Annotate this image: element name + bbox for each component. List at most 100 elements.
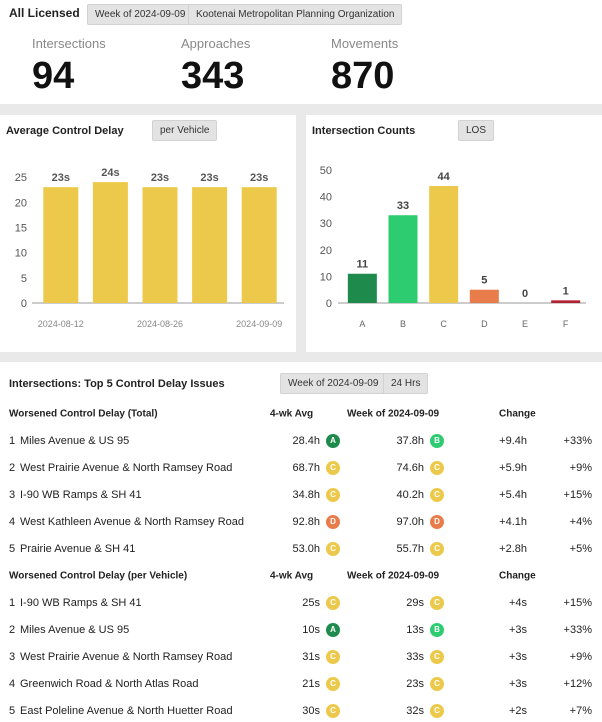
intersection-name[interactable]: I-90 WB Ramps & SH 41 [20, 488, 142, 501]
x-tick-label: F [563, 319, 569, 329]
week-filter-pill[interactable]: Week of 2024-09-09 [87, 4, 194, 25]
four-week-avg: 25s [302, 596, 320, 609]
intersection-name[interactable]: I-90 WB Ramps & SH 41 [20, 596, 142, 609]
kpi-label: Approaches [181, 36, 251, 51]
issues-week-pill[interactable]: Week of 2024-09-09 [280, 373, 387, 394]
rank: 1 [9, 596, 16, 609]
x-tick-label: E [522, 319, 528, 329]
four-week-avg: 68.7h [292, 461, 320, 474]
bar[interactable] [469, 289, 499, 303]
summary-panel: All Licensed Week of 2024-09-09 Kootenai… [0, 0, 602, 104]
table-row[interactable]: 1 I-90 WB Ramps & SH 41 25s C 29s C +4s +15% [0, 589, 602, 616]
week-value: 32s [406, 704, 424, 717]
bar[interactable] [92, 182, 128, 303]
table-row[interactable]: 2 Miles Avenue & US 95 10s A 13s B +3s +33% [0, 616, 602, 643]
change-percent: +33% [563, 434, 592, 447]
table-row[interactable]: 5 Prairie Avenue & SH 41 53.0h C 55.7h C +2.8h… [0, 535, 602, 562]
week-value: 33s [406, 650, 424, 663]
intersection-name[interactable]: Greenwich Road & North Atlas Road [20, 677, 199, 690]
change-value: +2s [508, 704, 527, 717]
y-tick-label: 10 [15, 248, 27, 260]
organization-filter-pill[interactable]: Kootenai Metropolitan Planning Organizat… [188, 4, 403, 25]
issues-hours-pill[interactable]: 24 Hrs [383, 373, 429, 394]
scope-title: All Licensed [9, 6, 80, 20]
four-week-avg: 28.4h [292, 434, 320, 447]
intersection-name[interactable]: Prairie Avenue & SH 41 [20, 542, 136, 555]
bar[interactable] [43, 187, 79, 303]
change-percent: +5% [569, 542, 592, 555]
column-header-avg[interactable]: 4-wk Avg [270, 570, 314, 581]
column-header-avg[interactable]: 4-wk Avg [270, 408, 314, 419]
los-badge: C [326, 676, 340, 691]
intersection-name[interactable]: West Prairie Avenue & North Ramsey Road [20, 461, 233, 474]
change-percent: +15% [563, 596, 592, 609]
bar[interactable] [551, 300, 581, 303]
change-percent: +33% [563, 623, 592, 636]
los-badge: C [326, 487, 340, 502]
table-row[interactable]: 4 Greenwich Road & North Atlas Road 21s C 23… [0, 670, 602, 697]
bar[interactable] [429, 185, 459, 303]
bar[interactable] [388, 215, 418, 303]
table-row[interactable]: 3 West Prairie Avenue & North Ramsey Road… [0, 643, 602, 670]
section-header: Worsened Control Delay (Total) 4-wk Avg We… [0, 400, 602, 427]
four-week-avg: 21s [302, 677, 320, 690]
intersection-name[interactable]: West Kathleen Avenue & North Ramsey Road [20, 515, 244, 528]
rank: 4 [9, 515, 16, 528]
column-header-week[interactable]: Week of 2024-09-09 [347, 408, 440, 419]
column-header-change[interactable]: Change [499, 408, 536, 419]
top-delay-issues-panel: Intersections: Top 5 Control Delay Issue… [0, 362, 602, 722]
bar[interactable] [142, 187, 178, 303]
los-badge: C [430, 541, 444, 556]
kpi-approaches: Approaches 343 [181, 36, 250, 98]
los-toggle[interactable]: LOS [458, 120, 495, 141]
table-row[interactable]: 2 West Prairie Avenue & North Ramsey Road… [0, 454, 602, 481]
intersection-name[interactable]: Miles Avenue & US 95 [20, 623, 130, 636]
los-badge: C [430, 595, 444, 610]
four-week-avg: 53.0h [292, 542, 320, 555]
y-tick-label: 40 [320, 192, 332, 204]
chart-title: Average Control Delay [6, 125, 124, 137]
data-label: 23s [151, 172, 169, 184]
rank: 5 [9, 542, 16, 555]
data-label: 23s [250, 172, 268, 184]
bar[interactable] [241, 187, 277, 303]
y-tick-label: 50 [320, 165, 332, 177]
change-value: +3s [508, 623, 527, 636]
rank: 2 [9, 461, 16, 474]
table-row[interactable]: 4 West Kathleen Avenue & North Ramsey Roa… [0, 508, 602, 535]
data-label: 1 [563, 285, 569, 297]
change-value: +4.1h [499, 515, 527, 528]
per-vehicle-toggle[interactable]: per Vehicle [152, 120, 218, 141]
column-header-week[interactable]: Week of 2024-09-09 [347, 570, 440, 581]
rank: 5 [9, 704, 16, 717]
column-header-change[interactable]: Change [499, 570, 536, 581]
intersection-counts-card: Intersection Counts LOS 0 10 20 30 40 50 11 A 33… [306, 115, 602, 352]
kpi-label: Movements [331, 36, 399, 51]
x-tick-label: 2024-08-26 [137, 319, 183, 329]
four-week-avg: 31s [302, 650, 320, 663]
rank: 1 [9, 434, 16, 447]
kpi-value: 343 [181, 55, 245, 97]
intersection-name[interactable]: East Poleline Avenue & North Huetter Roa… [20, 704, 233, 717]
y-tick-label: 15 [15, 222, 27, 234]
los-badge: D [430, 514, 444, 529]
los-badge: A [326, 622, 340, 637]
los-badge: C [430, 703, 444, 718]
bar[interactable] [347, 273, 377, 303]
los-badge: C [326, 703, 340, 718]
change-value: +4s [508, 596, 527, 609]
los-badge: C [430, 487, 444, 502]
x-tick-label: D [481, 319, 488, 329]
rank: 3 [9, 488, 16, 501]
los-badge: C [326, 541, 340, 556]
intersection-name[interactable]: Miles Avenue & US 95 [20, 434, 130, 447]
section-heading: Worsened Control Delay (Total) [9, 408, 158, 419]
table-row[interactable]: 1 Miles Avenue & US 95 28.4h A 37.8h B +9.4h +3… [0, 427, 602, 454]
intersection-counts-chart: 0 10 20 30 40 50 11 A 33 B 44 C 5 D 0 E 1 F [320, 165, 586, 329]
bar[interactable] [192, 187, 228, 303]
intersection-name[interactable]: West Prairie Avenue & North Ramsey Road [20, 650, 233, 663]
week-value: 13s [406, 623, 424, 636]
chart-title: Intersection Counts [312, 125, 416, 137]
table-row[interactable]: 5 East Poleline Avenue & North Huetter Ro… [0, 697, 602, 722]
table-row[interactable]: 3 I-90 WB Ramps & SH 41 34.8h C 40.2h C +5.4h +… [0, 481, 602, 508]
